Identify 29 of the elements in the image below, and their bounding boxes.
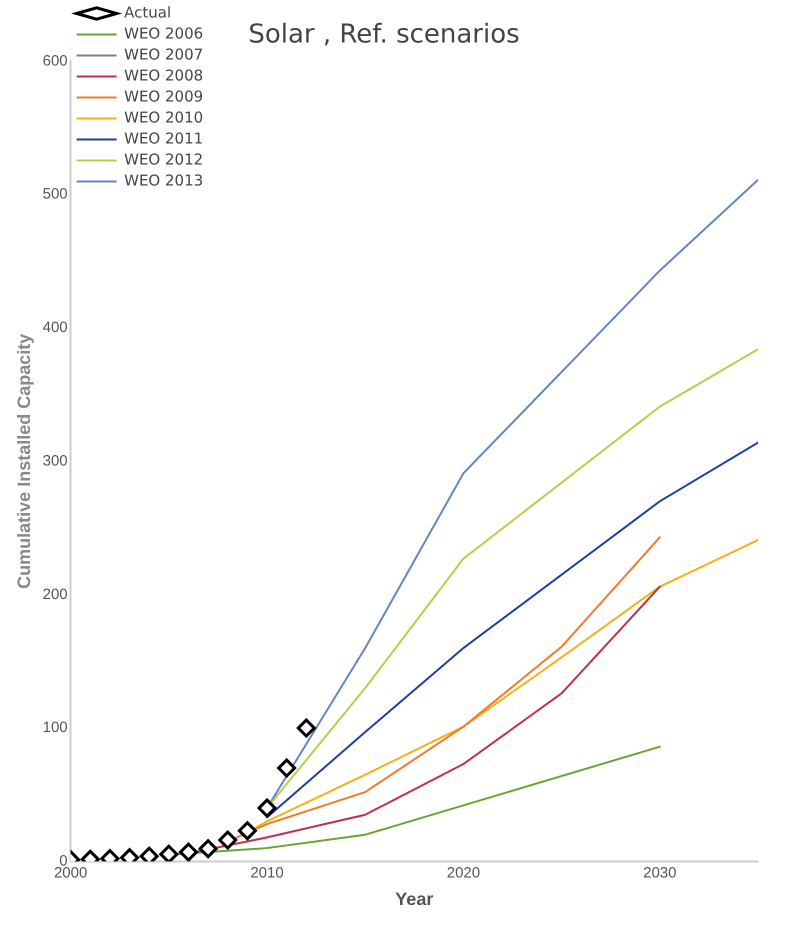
- y-tick-label: 400: [42, 319, 68, 336]
- legend-label: WEO 2008: [124, 66, 204, 84]
- point: [178, 842, 198, 862]
- legend-label: WEO 2013: [124, 171, 204, 190]
- legend-label: WEO 2010: [124, 108, 204, 126]
- point: [238, 821, 257, 840]
- y-tick-label: 500: [42, 186, 68, 203]
- y-tick-label: 100: [42, 719, 68, 736]
- legend-label: Actual: [124, 3, 172, 22]
- legend-label: WEO 2009: [124, 87, 204, 106]
- chart-title: Solar , Ref. scenarios: [248, 19, 520, 50]
- point: [296, 718, 316, 738]
- legend-label: WEO 2007: [124, 45, 204, 64]
- legend-label: WEO 2006: [124, 24, 204, 42]
- y-axis-title: Cumulative Installed Capacity: [14, 334, 34, 589]
- y-tick-label: 200: [42, 586, 68, 603]
- x-tick-label: 2020: [446, 864, 480, 882]
- x-tick-label: 2010: [250, 864, 284, 882]
- legend-label: WEO 2012: [124, 150, 204, 168]
- point: [218, 830, 238, 850]
- y-tick-label: 600: [42, 52, 68, 70]
- x-axis-title: Year: [395, 889, 434, 910]
- x-tick-label: 2030: [643, 864, 676, 882]
- point: [159, 844, 178, 862]
- point: [277, 758, 296, 778]
- point: [258, 798, 277, 818]
- y-tick-label: 300: [42, 452, 68, 470]
- point: [198, 839, 218, 858]
- legend-label: WEO 2011: [124, 129, 204, 148]
